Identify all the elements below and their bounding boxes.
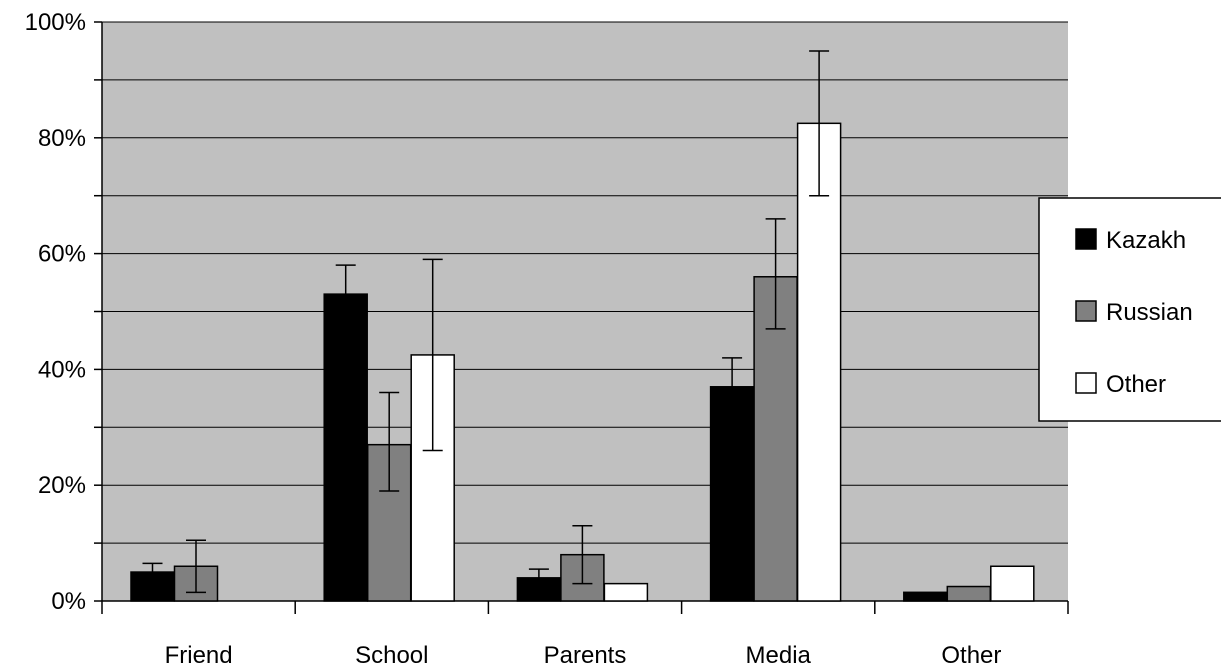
bar [323, 293, 368, 602]
legend-label: Other [1106, 371, 1166, 398]
x-tick-label: Other [941, 642, 1001, 669]
y-tick-label: 0% [51, 588, 86, 615]
y-tick-label: 80% [38, 125, 86, 152]
legend-label: Kazakh [1106, 227, 1186, 254]
error-bars [142, 50, 830, 594]
legend: Kazakh Russian Other [1038, 197, 1221, 422]
bar [796, 122, 842, 602]
legend-swatch [1075, 372, 1097, 394]
y-axis: 0% 20% 40% 60% 80% 100% [25, 9, 103, 615]
legend-swatch [1075, 300, 1097, 322]
x-tick-label: Media [746, 642, 812, 669]
legend-swatch [1075, 228, 1097, 250]
bar [903, 591, 948, 602]
bar [753, 276, 798, 602]
bar [990, 565, 1035, 602]
x-tick-label: Parents [544, 642, 627, 669]
y-tick-label: 40% [38, 356, 86, 383]
legend-label: Russian [1106, 299, 1193, 326]
y-tick-label: 20% [38, 472, 86, 499]
gridlines [102, 21, 1068, 544]
y-tick-label: 100% [25, 9, 86, 36]
bar [603, 582, 649, 602]
y-tick-label: 60% [38, 241, 86, 268]
x-axis: Friend School Parents Media Other [101, 600, 1069, 669]
legend-box [1038, 197, 1221, 422]
bar [946, 585, 992, 602]
x-tick-label: School [355, 642, 428, 669]
bar [709, 386, 755, 602]
x-tick-label: Friend [165, 642, 233, 669]
